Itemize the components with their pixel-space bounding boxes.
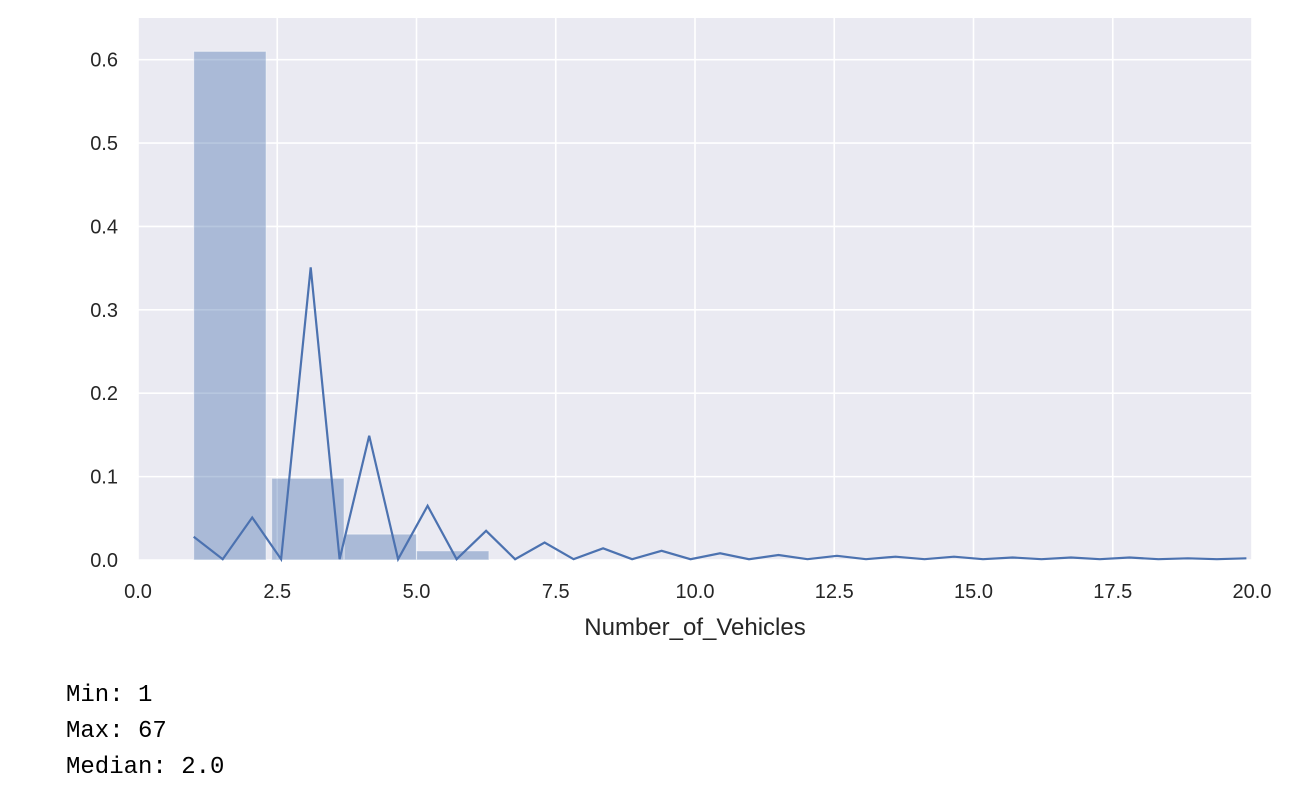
stat-min: Min: 1 [66,682,153,709]
stats-output: Min: 1 Max: 67 Median: 2.0 [66,678,224,786]
x-tick-label: 17.5 [1093,581,1132,603]
distribution-chart: 0.0 2.5 5.0 7.5 10.0 12.5 15.0 17.5 20.0 0.00.10… [90,18,1271,641]
x-tick-label: 7.5 [542,581,570,603]
stat-median: Median: 2.0 [66,754,225,781]
y-tick-label: 0.2 [90,383,118,405]
x-tick-label: 2.5 [263,581,291,603]
x-axis-title: Number_of_Vehicles [584,614,805,641]
x-tick-label: 12.5 [815,581,854,603]
x-tick-label: 0.0 [124,581,152,603]
y-tick-label: 0.3 [90,300,118,322]
density-line-group [193,267,1247,563]
y-tick-labels: 0.0 0.1 0.2 0.3 0.4 0.5 0.6 [90,50,118,572]
x-tick-label: 10.0 [676,581,715,603]
y-tick-label: 0.6 [90,50,118,72]
y-tick-label: 0.1 [90,467,118,489]
x-tick-label: 20.0 [1233,581,1272,603]
stat-max: Max: 67 [66,718,167,745]
x-tick-label: 5.0 [403,581,431,603]
y-tick-label: 0.0 [90,550,118,572]
histogram-bar [193,50,267,561]
gridlines [137,18,1253,561]
x-tick-label: 15.0 [954,581,993,603]
x-tick-labels: 0.0 2.5 5.0 7.5 10.0 12.5 15.0 17.5 20.0 [124,581,1271,603]
histogram-bars [193,50,490,561]
y-tick-label: 0.5 [90,133,118,155]
y-tick-label: 0.4 [90,216,118,238]
density-line [193,267,1247,563]
